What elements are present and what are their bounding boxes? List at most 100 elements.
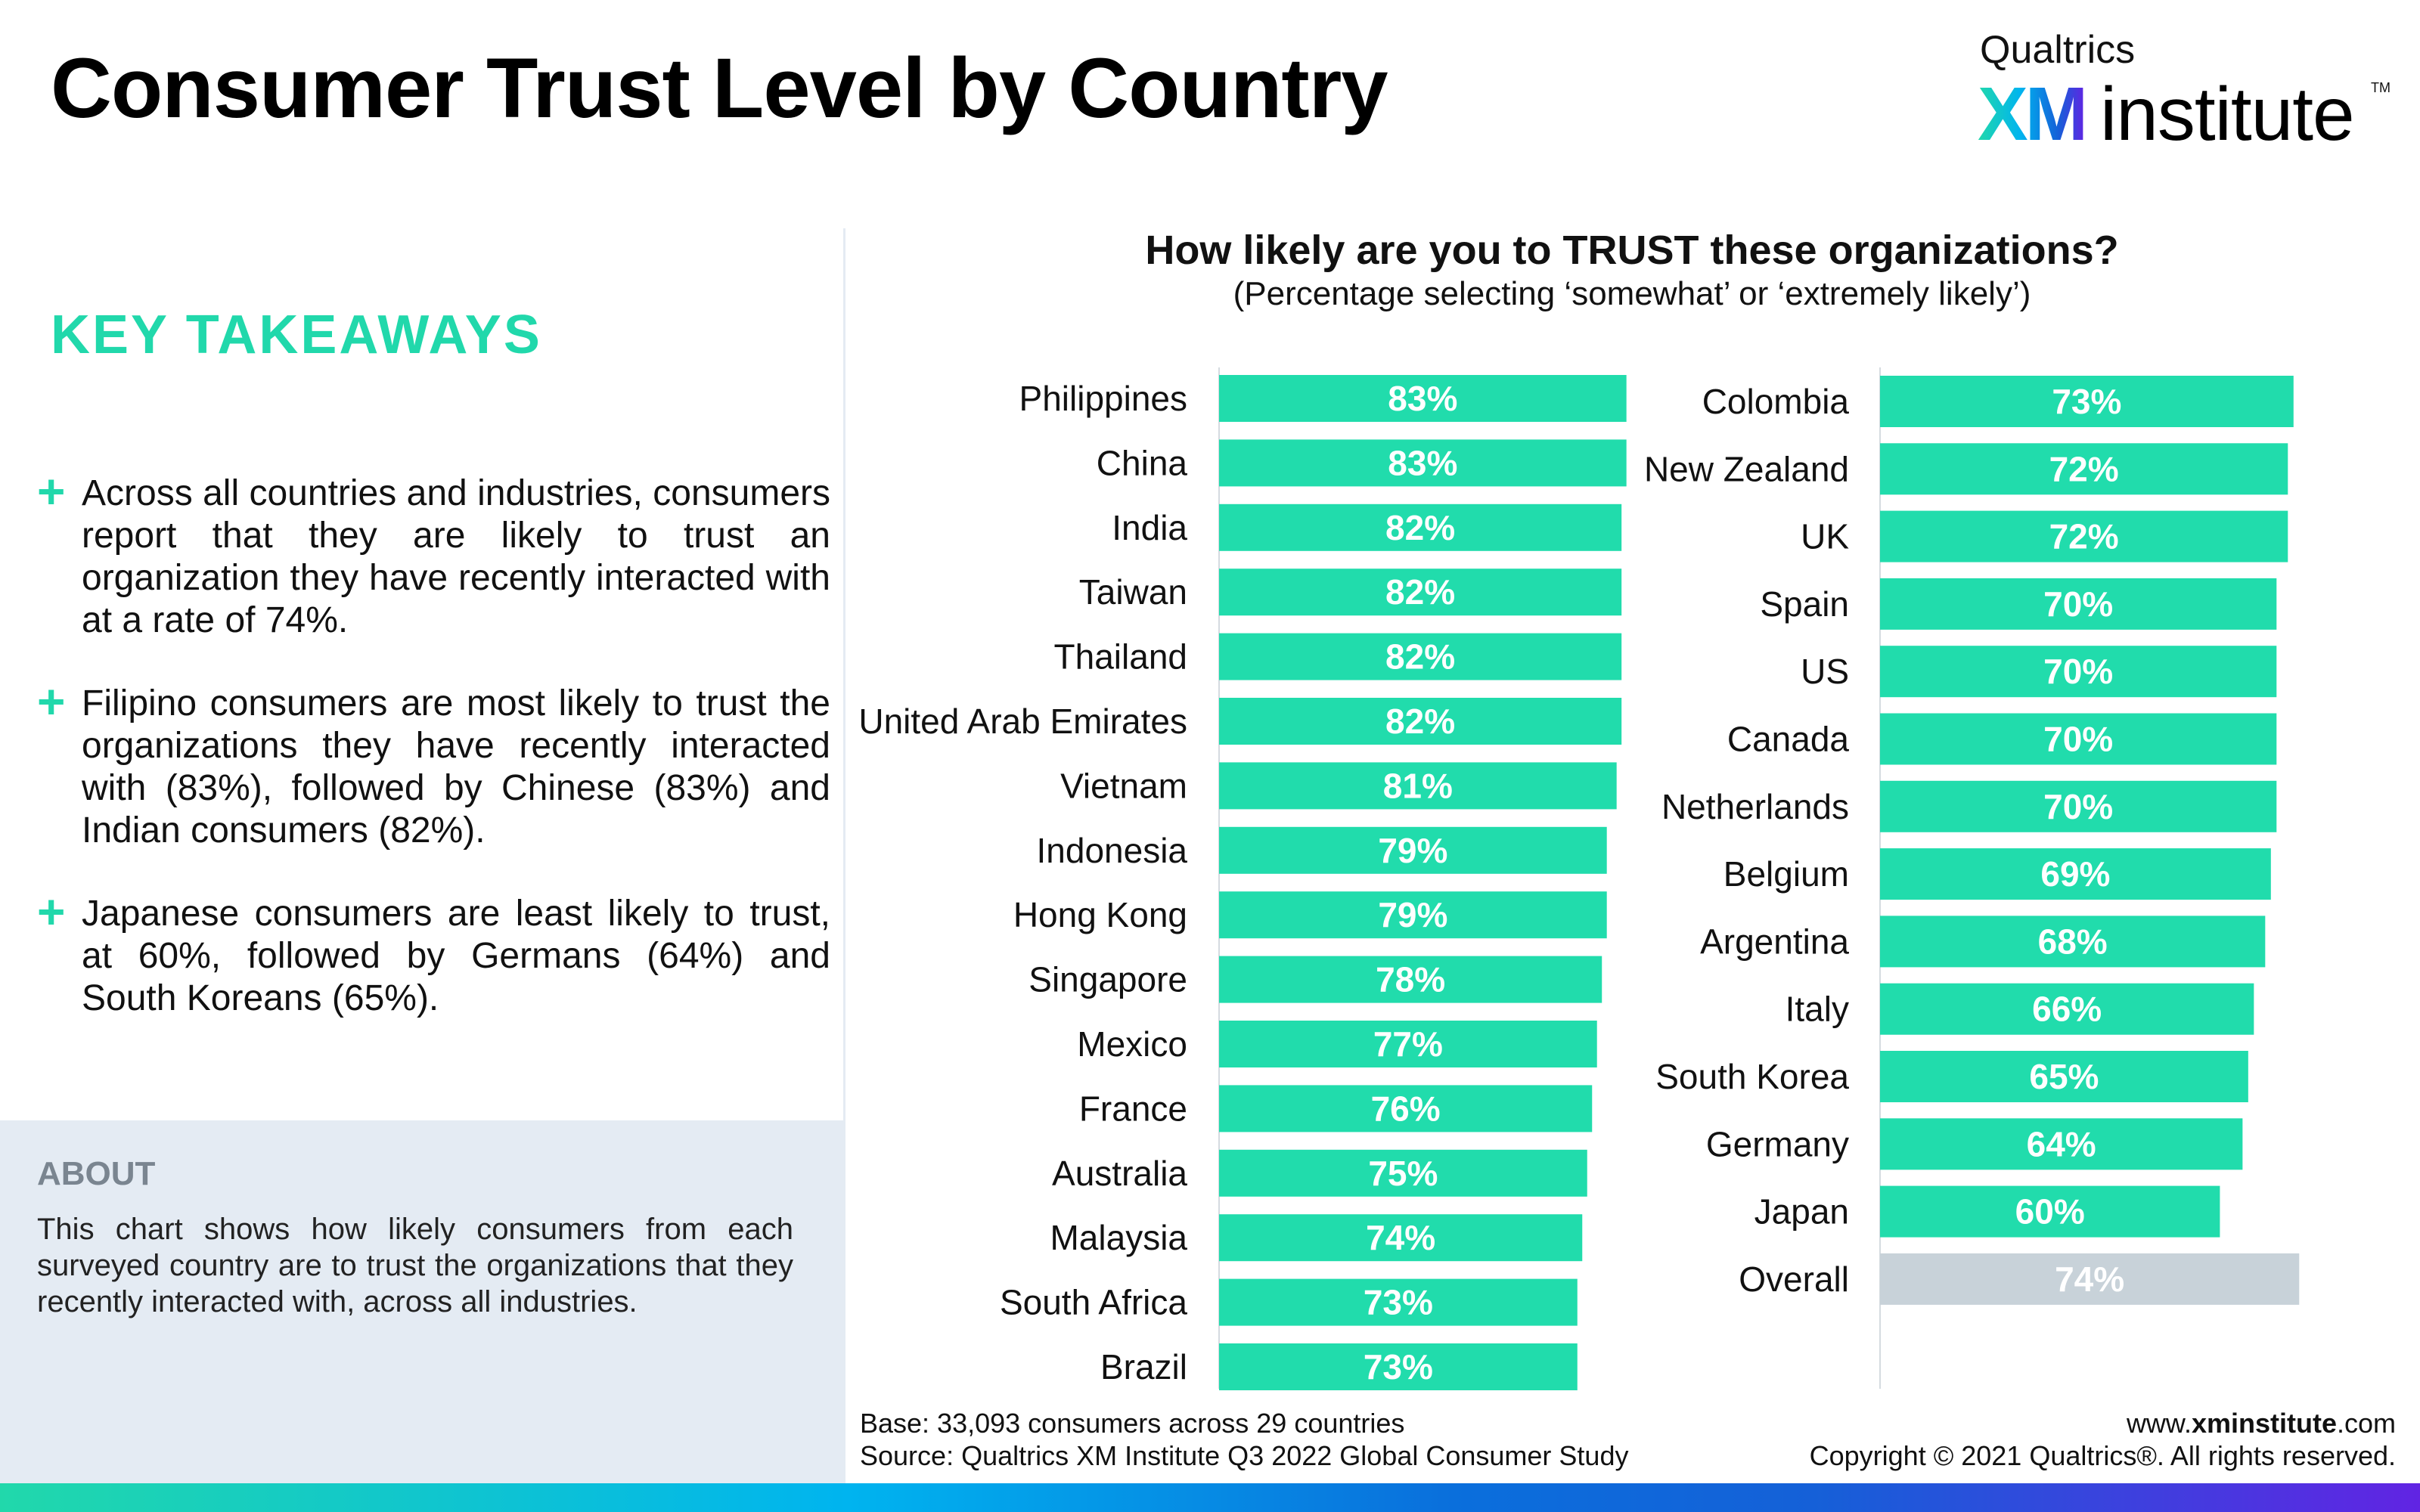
- data-label: 60%: [2015, 1192, 2085, 1232]
- bar: [1880, 780, 2277, 832]
- data-label: 83%: [1388, 443, 1457, 482]
- bar: [1219, 826, 1607, 874]
- data-label: 73%: [1364, 1347, 1433, 1387]
- data-label: 74%: [1366, 1218, 1435, 1257]
- takeaway-text: Filipino consumers are most likely to tr…: [82, 683, 830, 850]
- about-text: This chart shows how likely consumers fr…: [37, 1213, 793, 1318]
- category-label: Vietnam: [1060, 766, 1187, 805]
- bar: [1880, 376, 2294, 427]
- data-label: 72%: [2049, 449, 2119, 488]
- bar: [1880, 1051, 2248, 1102]
- category-label: New Zealand: [1644, 449, 1849, 488]
- category-label: Japan: [1754, 1192, 1849, 1232]
- website-link[interactable]: www.xminstitute.com: [2127, 1408, 2396, 1439]
- copyright: Copyright © 2021 Qualtrics®. All rights …: [1809, 1440, 2396, 1471]
- bar: [1880, 443, 2288, 495]
- category-label: United Arab Emirates: [858, 702, 1187, 741]
- bar: [1219, 1085, 1593, 1132]
- data-label: 74%: [2055, 1259, 2124, 1299]
- key-takeaways-heading: KEY TAKEAWAYS: [51, 305, 542, 365]
- bar: [1880, 578, 2277, 630]
- bar: [1880, 646, 2277, 698]
- plus-icon: +: [37, 464, 66, 519]
- category-label: Indonesia: [1037, 831, 1188, 870]
- bar: [1219, 633, 1622, 680]
- bar: [1219, 375, 1627, 422]
- category-label: Singapore: [1028, 960, 1187, 999]
- data-label: 73%: [2052, 382, 2121, 421]
- data-label: 70%: [2043, 652, 2113, 691]
- chart-title: How likely are you to TRUST these organi…: [1145, 228, 2119, 273]
- logo-tm: TM: [2371, 80, 2391, 95]
- category-label: Brazil: [1100, 1347, 1187, 1387]
- category-label: Germany: [1706, 1124, 1849, 1163]
- category-label: Netherlands: [1661, 787, 1849, 826]
- logo-xm: XM: [1978, 72, 2088, 156]
- bar: [1219, 698, 1622, 745]
- base-note: Base: 33,093 consumers across 29 countri…: [860, 1408, 1405, 1439]
- url-domain: xminstitute: [2191, 1408, 2337, 1439]
- category-label: China: [1097, 443, 1188, 482]
- data-label: 76%: [1371, 1089, 1441, 1128]
- bar: [1880, 1253, 2300, 1305]
- url-prefix: www.: [2126, 1408, 2192, 1439]
- data-label: 79%: [1378, 895, 1447, 934]
- data-label: 66%: [2032, 990, 2102, 1029]
- category-label: Thailand: [1054, 637, 1187, 677]
- data-label: 83%: [1388, 379, 1457, 418]
- category-label: Overall: [1739, 1259, 1849, 1299]
- category-label: US: [1801, 652, 1849, 691]
- data-label: 68%: [2038, 922, 2108, 961]
- category-label: Australia: [1052, 1154, 1187, 1193]
- plus-icon: +: [37, 674, 66, 729]
- bar: [1880, 916, 2266, 968]
- url-suffix: .com: [2336, 1408, 2396, 1439]
- logo-qualtrics: Qualtrics: [1980, 28, 2136, 72]
- category-label: Taiwan: [1079, 572, 1187, 612]
- bar: [1880, 713, 2277, 765]
- bar: [1219, 1021, 1597, 1067]
- data-label: 69%: [2040, 854, 2110, 894]
- data-label: 70%: [2043, 787, 2113, 826]
- about-panel: [0, 1120, 843, 1483]
- data-label: 81%: [1383, 766, 1453, 805]
- bar: [1880, 1118, 2243, 1170]
- data-label: 79%: [1378, 831, 1447, 870]
- category-label: Spain: [1760, 584, 1849, 624]
- bar: [1219, 956, 1602, 1003]
- bar: [1880, 983, 2254, 1035]
- category-label: Hong Kong: [1013, 895, 1187, 934]
- data-label: 70%: [2043, 584, 2113, 624]
- gradient-footer-band: [0, 1483, 2420, 1512]
- about-heading: ABOUT: [37, 1155, 156, 1192]
- data-label: 77%: [1373, 1024, 1443, 1064]
- bar: [1219, 762, 1617, 810]
- data-label: 73%: [1364, 1283, 1433, 1322]
- takeaway-text: Japanese consumers are least likely to t…: [82, 894, 830, 1018]
- data-label: 82%: [1385, 702, 1455, 741]
- page-title: Consumer Trust Level by Country: [51, 41, 1388, 135]
- data-label: 64%: [2027, 1124, 2096, 1163]
- data-label: 65%: [2029, 1057, 2099, 1096]
- category-label: South Africa: [1000, 1283, 1187, 1322]
- bar: [1219, 503, 1622, 551]
- category-label: South Korea: [1655, 1057, 1849, 1096]
- data-label: 70%: [2043, 720, 2113, 759]
- bar: [1219, 1278, 1578, 1326]
- bar: [1880, 1185, 2220, 1238]
- category-label: Mexico: [1077, 1024, 1187, 1064]
- bar: [1219, 1149, 1587, 1197]
- bar: [1219, 1214, 1583, 1262]
- data-label: 82%: [1385, 637, 1455, 677]
- xm-institute-logo: Qualtrics XM institute TM: [1978, 27, 2401, 156]
- category-label: Malaysia: [1050, 1218, 1187, 1257]
- data-label: 78%: [1376, 960, 1445, 999]
- category-label: UK: [1801, 517, 1849, 556]
- data-label: 72%: [2049, 517, 2119, 556]
- category-label: Belgium: [1723, 854, 1849, 894]
- category-label: Canada: [1727, 720, 1850, 759]
- logo-institute: institute: [2100, 72, 2355, 156]
- data-label: 82%: [1385, 572, 1455, 612]
- category-label: Italy: [1786, 990, 1849, 1029]
